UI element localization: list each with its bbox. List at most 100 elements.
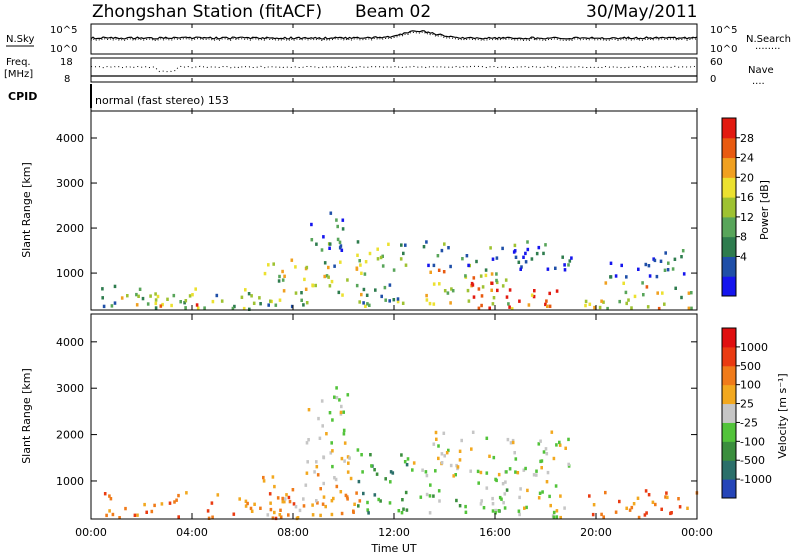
power-cell [126,294,129,298]
velocity-cell [485,471,489,475]
power-cell [166,297,169,301]
velocity-cell [479,470,483,475]
power-cell [196,306,200,310]
power-cell [281,278,285,282]
velocity-cell [124,506,127,511]
power-cell [215,293,219,298]
velocity-cell [637,515,641,520]
velocity-cell [377,497,380,502]
power-cell [364,304,367,308]
velocity-cell [555,515,559,519]
velocity-cell [511,440,515,445]
velocity-cell [346,470,350,474]
xtick-label: 16:00 [479,526,511,539]
velocity-cell [322,455,326,460]
power-cell [300,298,303,302]
velocity-cell [325,432,328,436]
power-cell [480,303,483,308]
velocity-cell [291,488,295,492]
velocity-cell [313,470,316,474]
velocity-cell [244,499,248,503]
power-cell [561,255,564,259]
velocity-cell [349,476,353,481]
power-cell [427,263,430,268]
velocity-cell [406,457,410,461]
velocity-cell [403,460,407,464]
velocity-cell [600,512,603,517]
power-cell [491,257,495,261]
velocity-cell [498,495,502,500]
velocity-cell [391,471,395,475]
xtick-label: 08:00 [277,526,309,539]
velocity-cell [602,515,605,519]
velocity-cell [357,479,361,484]
power-cell [449,264,452,269]
power-cell [436,254,440,258]
power-cell [537,245,541,250]
power-cell [327,265,330,270]
power-cell [507,302,510,306]
velocity-cell [246,501,249,506]
velocity-cell [302,497,305,501]
velocity-cell [464,510,468,514]
velocity-cell [402,507,405,511]
power-cbar-label: 20 [740,171,754,184]
power-cbar-label: Power [dB] [758,180,771,240]
velocity-cell [548,494,551,499]
power-cell [110,304,114,308]
velocity-cell [262,475,265,480]
velocity-cell [686,506,689,510]
power-cell [203,306,206,310]
velocity-cell [103,492,107,496]
velocity-cbar-swatch [722,346,736,367]
power-cell [363,272,367,276]
power-cell [101,287,104,291]
power-cell [184,306,187,310]
power-cell [381,264,385,268]
power-cell [315,242,318,246]
nsky-tick-top: 10^5 [50,25,77,36]
power-cell [648,274,652,278]
velocity-cell [628,508,632,512]
power-cell [470,284,473,288]
power-cell [183,301,186,305]
velocity-cell [389,470,393,474]
velocity-cbar-swatch [722,403,736,423]
power-cell [283,274,286,278]
power-cell [400,243,403,247]
velocity-cell [537,496,541,500]
power-cell [567,263,570,267]
power-cell [451,289,455,293]
velocity-cell [429,483,432,487]
velocity-cell [253,502,256,506]
velocity-cell [168,501,172,505]
power-cell [137,294,140,298]
velocity-cell [405,463,409,467]
velocity-cell [400,453,403,457]
power-cell [244,288,247,292]
power-cell [269,299,272,303]
velocity-cell [342,410,345,414]
velocity-cbar-label: 100 [740,379,761,392]
velocity-ytick-label: 4000 [56,336,84,349]
cpid-label: CPID [8,90,37,103]
power-cell [329,211,333,215]
velocity-cell [316,473,320,477]
power-cell [322,235,325,239]
power-cbar-label: 8 [740,231,747,244]
velocity-cell [544,447,548,451]
velocity-cell [458,458,462,462]
power-cell [690,291,693,295]
power-cell [278,298,282,302]
power-cell [362,287,366,292]
velocity-cell [503,492,507,496]
power-cell [545,299,548,303]
power-cell [233,304,236,309]
power-cell [563,263,566,267]
power-cell [495,272,498,276]
velocity-cell [625,506,628,510]
velocity-cell [278,513,282,517]
velocity-cell [397,509,401,513]
power-cell [258,296,261,300]
velocity-cell [133,513,137,517]
